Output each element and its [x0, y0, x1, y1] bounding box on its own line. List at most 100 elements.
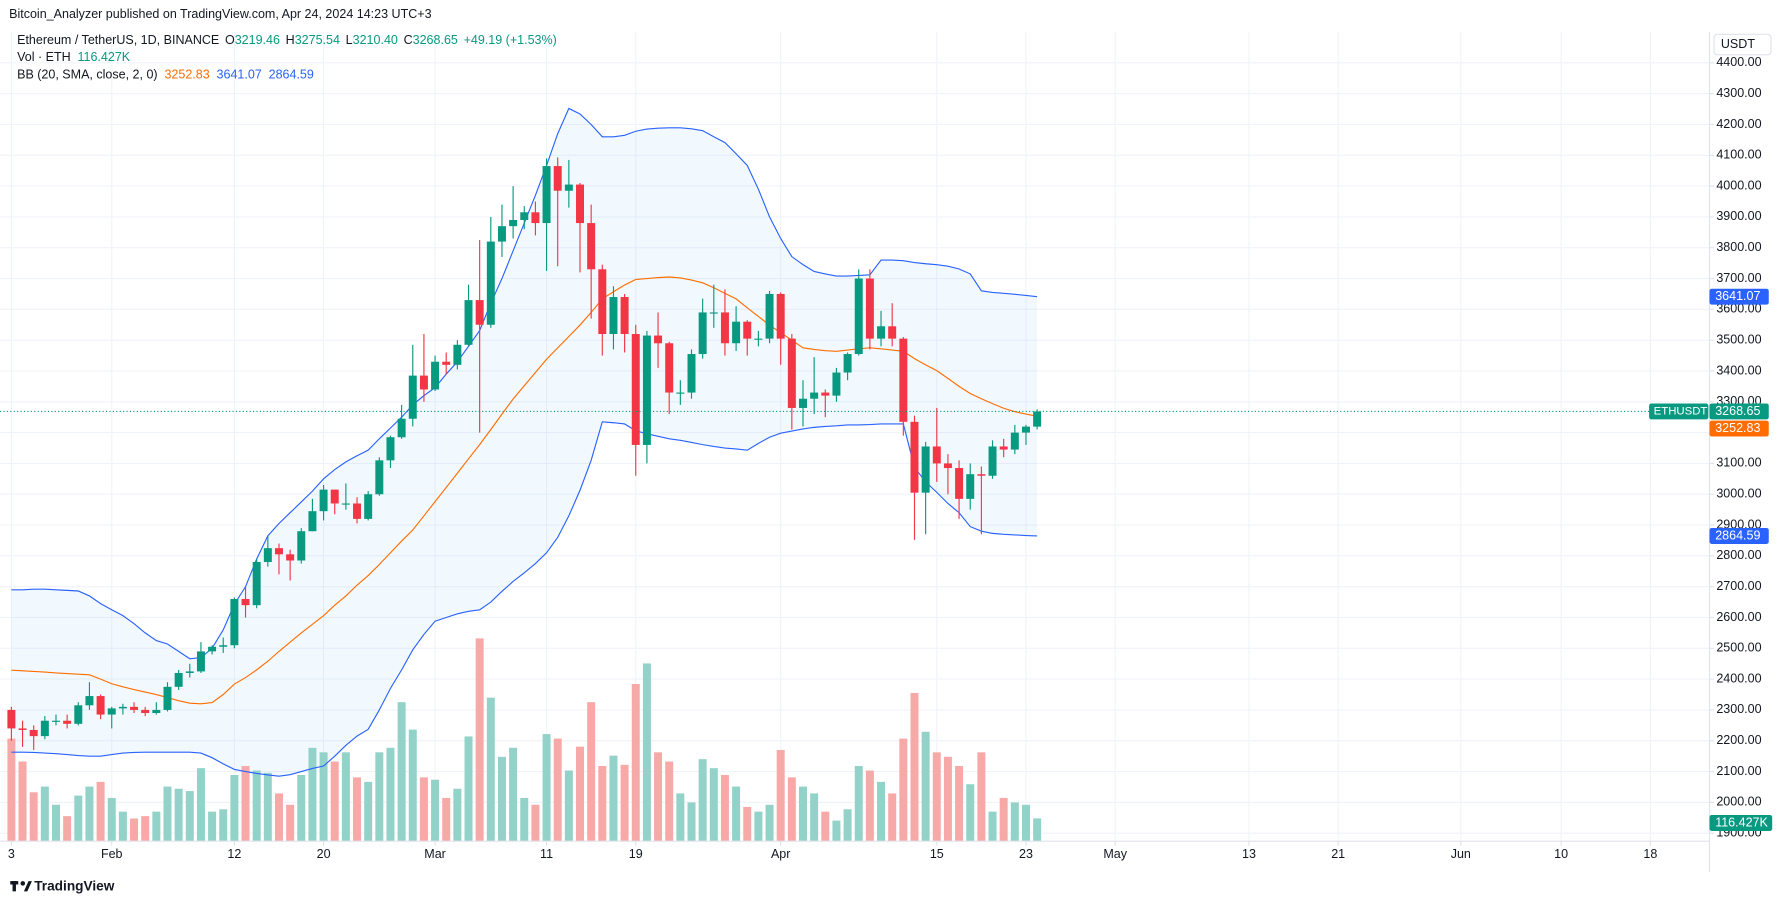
y-tick-label: 3400.00: [1716, 363, 1761, 377]
price-label-box: [1709, 420, 1769, 437]
volume-label: 116.427K: [1715, 815, 1768, 829]
volume-bar: [364, 781, 373, 842]
plot-area: [0, 107, 1710, 842]
y-tick-label: 3900.00: [1716, 209, 1761, 223]
legend-item: +49.19 (+1.53%): [464, 33, 557, 47]
volume-bar: [252, 770, 261, 842]
candle-body: [955, 468, 964, 499]
legend-line: BB (20, SMA, close, 2, 0) 3252.83 3641.07 2…: [17, 68, 314, 82]
volume-bar: [743, 806, 752, 842]
x-tick-label: 21: [1331, 847, 1345, 861]
candle-body: [286, 554, 295, 561]
volume-bar: [341, 752, 350, 842]
candle-body: [375, 460, 384, 495]
candle-body: [888, 326, 897, 339]
volume-bar: [230, 775, 239, 842]
candle-body: [330, 489, 339, 504]
candle-body: [943, 463, 952, 469]
candle-body: [40, 720, 49, 737]
candle-body: [910, 421, 919, 493]
volume-bar: [174, 788, 183, 842]
x-tick-label: 23: [1019, 847, 1033, 861]
legend-item: 3268.65: [413, 33, 458, 47]
volume-bar: [107, 797, 116, 842]
volume-bar: [966, 784, 975, 842]
currency-label[interactable]: USDT: [1721, 37, 1755, 51]
volume-bar: [353, 777, 362, 842]
candle-body: [832, 372, 841, 396]
candle-body: [720, 312, 729, 344]
volume-bar: [921, 731, 930, 842]
volume-bar: [196, 768, 205, 842]
candle-body: [665, 343, 674, 393]
x-tick-label: 10: [1554, 847, 1568, 861]
volume-bar: [642, 663, 651, 842]
price-label: 2864.59: [1715, 528, 1760, 542]
volume-bar: [932, 752, 941, 842]
volume-bar: [96, 781, 105, 842]
volume-bar: [542, 734, 551, 842]
candle-body: [52, 720, 60, 722]
y-tick-label: 2200.00: [1716, 733, 1761, 747]
candle-body: [531, 212, 540, 224]
volume-bar: [520, 797, 529, 842]
candle-body: [821, 392, 830, 396]
volume-bar: [286, 804, 295, 842]
candle-body: [932, 446, 941, 464]
candle-body: [341, 503, 350, 505]
price-label-box: [1709, 527, 1769, 544]
volume-bar: [609, 755, 618, 842]
volume-bar: [977, 752, 986, 842]
candle-body: [553, 166, 562, 191]
x-tick-label: 3: [8, 847, 15, 861]
x-tick-label: 15: [930, 847, 944, 861]
volume-bar: [29, 792, 38, 842]
candle-body: [63, 720, 72, 724]
y-tick-label: 2000.00: [1716, 795, 1761, 809]
legend-item: 2864.59: [269, 68, 314, 82]
currency-button[interactable]: [1713, 33, 1772, 56]
x-tick-label: 18: [1643, 847, 1657, 861]
volume-bar: [63, 816, 72, 842]
candle-body: [843, 354, 852, 373]
candle-body: [7, 709, 16, 729]
candle-body: [185, 671, 194, 673]
candle-body: [576, 184, 584, 224]
volume-bar: [865, 770, 874, 842]
candle-body: [453, 344, 462, 365]
legend-item: 3641.07: [217, 68, 262, 82]
volume-bar: [308, 747, 317, 842]
candle-body: [966, 474, 975, 499]
volume-bar: [899, 738, 908, 842]
volume-bar: [486, 697, 495, 842]
volume-bar: [821, 811, 830, 842]
bollinger-lower: [11, 421, 1038, 777]
volume-bar: [810, 793, 819, 842]
legend-item: 3252.83: [164, 68, 209, 82]
volume-bar: [297, 775, 306, 842]
volume-bar: [1021, 804, 1030, 842]
brand-logo: TradingView: [10, 878, 115, 893]
volume-bar: [576, 746, 584, 842]
candle-body: [208, 646, 217, 652]
volume-bar: [163, 786, 172, 842]
volume-bar: [7, 738, 16, 842]
candle-body: [676, 392, 685, 394]
candle-body: [642, 335, 651, 445]
legend-item: 3275.54: [295, 33, 340, 47]
candle-body: [29, 729, 38, 737]
candle-body: [230, 599, 239, 646]
legend-header: Ethereum / TetherUS, 1D, BINANCE O3219.46…: [17, 33, 557, 81]
candle-body: [587, 223, 596, 270]
volume-bar: [141, 816, 150, 842]
volume-bar: [241, 766, 250, 842]
volume-bar: [955, 766, 964, 842]
volume-bar: [988, 811, 997, 842]
y-tick-label: 4000.00: [1716, 178, 1761, 192]
y-tick-label: 2100.00: [1716, 764, 1761, 778]
candle-body: [854, 278, 863, 355]
x-tick-label: Mar: [424, 847, 446, 861]
legend-item: 3219.46: [235, 33, 280, 47]
